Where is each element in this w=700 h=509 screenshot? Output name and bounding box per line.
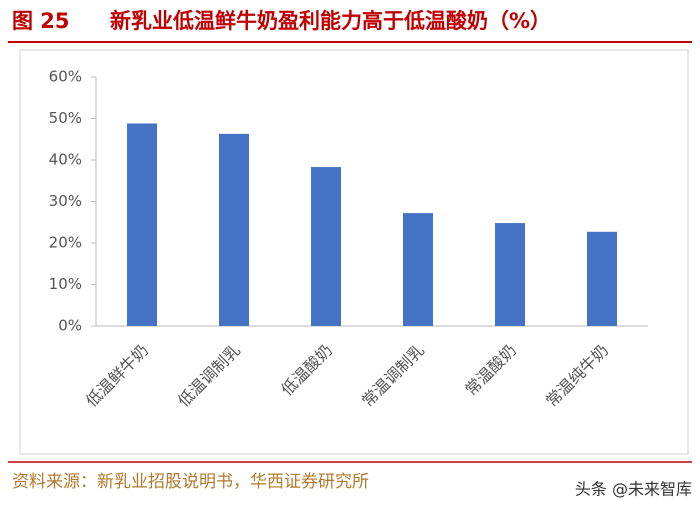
bar [587, 231, 617, 326]
figure-label: 图 25 [12, 9, 70, 33]
chart-frame [19, 49, 689, 455]
x-tick-label: 常温酸奶 [461, 341, 520, 400]
bar [403, 213, 433, 326]
chart-title: 新乳业低温鲜牛奶盈利能力高于低温酸奶（%） [110, 9, 551, 33]
y-tick-label: 0% [58, 317, 82, 335]
y-tick-label: 20% [49, 234, 82, 252]
source: 资料来源：新乳业招股说明书，华西证券研究所 [12, 472, 369, 492]
watermark: 头条 @未来智库 [575, 480, 692, 499]
y-tick-label: 60% [49, 68, 82, 86]
y-tick-label: 50% [49, 109, 82, 127]
x-tick-label: 低温鲜牛奶 [82, 341, 152, 411]
x-tick-label: 低温酸奶 [277, 341, 336, 400]
bar [311, 167, 341, 326]
bar [127, 123, 157, 326]
y-tick-label: 10% [49, 275, 82, 293]
y-tick-label: 40% [49, 151, 82, 169]
bar [495, 223, 525, 326]
x-tick-label: 常温纯牛奶 [542, 341, 612, 411]
x-tick-label: 低温调制乳 [174, 341, 244, 411]
x-tick-label: 常温调制乳 [358, 341, 428, 411]
bar [219, 133, 249, 326]
y-tick-label: 30% [49, 192, 82, 210]
